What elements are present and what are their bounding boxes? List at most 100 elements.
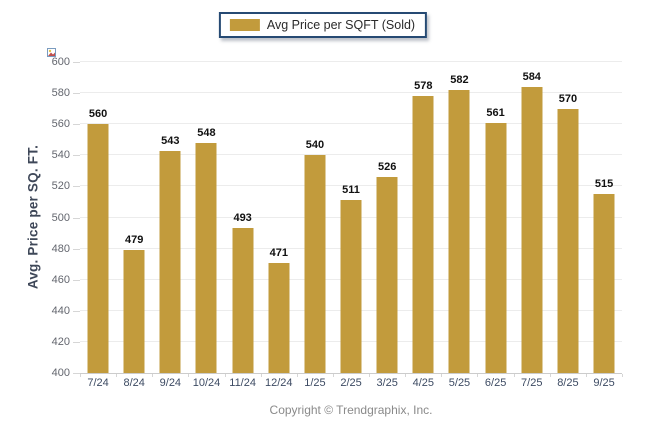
x-tick-label: 7/25 <box>521 377 543 389</box>
bar-value-label: 540 <box>305 139 325 152</box>
legend-label: Avg Price per SQFT (Sold) <box>266 18 416 32</box>
x-tick-label: 1/25 <box>304 377 326 389</box>
legend-swatch <box>229 19 260 31</box>
bar-value-label: 479 <box>125 234 144 247</box>
x-boundary-tick <box>260 374 262 377</box>
x-axis-labels: 7/24 8/24 9/24 10/24 11/24 12/24 1/25 2/25 3/25 4… <box>80 377 622 389</box>
y-axis: 400 420 440 460 480 500 520 540 560 580 600 <box>0 56 72 379</box>
bar-value-label: 584 <box>522 70 541 83</box>
copyright-text: Copyright © Trendgraphix, Inc. <box>269 403 433 417</box>
y-tick-label: 540 <box>51 149 70 162</box>
gridline <box>80 123 622 125</box>
y-tick-label: 520 <box>51 180 70 193</box>
bar <box>195 142 217 373</box>
gridline <box>80 154 622 156</box>
bar <box>232 228 254 373</box>
bar-column: 540 <box>297 62 333 373</box>
bar-column: 582 <box>441 62 477 373</box>
bar-value-label: 511 <box>342 184 360 197</box>
x-tick-label: 7/24 <box>87 377 109 389</box>
x-boundary-tick <box>188 374 190 377</box>
x-boundary-tick <box>224 374 226 377</box>
bar <box>376 177 398 373</box>
bar <box>485 122 507 373</box>
x-boundary-tick <box>585 374 587 377</box>
broken-image-icon <box>47 48 56 57</box>
y-tick-label: 560 <box>51 118 70 131</box>
bar-value-label: 526 <box>378 161 397 174</box>
y-tick-mark <box>73 248 80 250</box>
bar-value-label: 560 <box>88 108 108 121</box>
x-boundary-tick <box>152 374 154 377</box>
bar-value-label: 548 <box>197 126 216 139</box>
y-tick-label: 580 <box>51 87 70 100</box>
x-boundary-tick <box>405 374 407 377</box>
y-tick-label: 420 <box>51 335 70 348</box>
y-tick-mark <box>73 217 80 219</box>
bar-column: 511 <box>333 62 369 373</box>
bar-columns: 560 479 543 548 493 471 540 511 526 578 582 561 584 5… <box>80 62 622 373</box>
plot-area: 560 479 543 548 493 471 540 511 526 578 582 561 584 5… <box>80 61 622 374</box>
gridline <box>80 61 622 62</box>
x-tick-label: 10/24 <box>192 377 221 389</box>
bar <box>87 124 109 373</box>
y-tick-mark <box>73 155 80 157</box>
bar-column: 515 <box>586 62 622 373</box>
y-tick-mark <box>73 124 80 126</box>
bar-value-label: 570 <box>558 92 578 105</box>
x-tick-label: 12/24 <box>265 377 293 389</box>
y-tick-mark <box>73 341 80 343</box>
x-tick-label: 3/25 <box>376 377 398 389</box>
y-tick-mark <box>73 93 80 95</box>
bar-column: 548 <box>188 62 224 373</box>
bar-column: 471 <box>261 62 297 373</box>
y-tick-label: 400 <box>51 367 70 379</box>
bar <box>521 86 543 373</box>
x-boundary-tick <box>80 374 81 377</box>
bar <box>448 90 470 373</box>
bar-value-label: 471 <box>269 246 288 259</box>
bar <box>557 108 579 373</box>
bar <box>268 262 290 373</box>
gridline <box>80 185 622 187</box>
x-boundary-tick <box>116 374 118 377</box>
gridline <box>80 92 622 94</box>
y-tick-label: 460 <box>51 273 70 286</box>
x-tick-label: 5/25 <box>448 377 471 389</box>
bar-column: 561 <box>478 62 514 373</box>
x-tick-label: 9/24 <box>159 377 182 389</box>
bar-column: 578 <box>405 62 441 373</box>
x-tick-label: 9/25 <box>593 377 615 389</box>
x-tick-label: 6/25 <box>484 377 507 389</box>
bar-column: 543 <box>152 62 188 373</box>
x-tick-label: 8/25 <box>557 377 579 389</box>
y-tick-mark <box>73 310 80 312</box>
bar <box>340 200 362 373</box>
bar-value-label: 561 <box>486 106 505 119</box>
y-tick-label: 480 <box>51 242 70 255</box>
x-boundary-tick <box>549 374 551 377</box>
bar-value-label: 543 <box>161 134 180 147</box>
bar-column: 493 <box>225 62 261 373</box>
bar <box>159 150 181 373</box>
bar <box>304 155 326 373</box>
y-tick-label: 440 <box>51 304 70 317</box>
x-boundary-tick <box>622 374 623 377</box>
x-boundary-tick <box>332 374 334 377</box>
x-boundary-tick <box>513 374 515 377</box>
legend: Avg Price per SQFT (Sold) <box>218 12 428 38</box>
x-boundary-tick <box>296 374 298 377</box>
x-boundary-tick <box>477 374 479 377</box>
bar-column: 479 <box>116 62 152 373</box>
x-tick-label: 2/25 <box>340 377 362 389</box>
x-boundary-tick <box>441 374 443 377</box>
bar-column: 526 <box>369 62 405 373</box>
x-tick-label: 4/25 <box>412 377 435 389</box>
y-tick-label: 500 <box>51 211 70 224</box>
x-tick-label: 8/24 <box>123 377 145 389</box>
y-tick-mark <box>73 279 80 281</box>
bar-column: 584 <box>514 62 550 373</box>
bar-value-label: 582 <box>450 74 469 86</box>
bar-value-label: 515 <box>594 178 614 191</box>
x-boundary-tick <box>369 374 371 377</box>
